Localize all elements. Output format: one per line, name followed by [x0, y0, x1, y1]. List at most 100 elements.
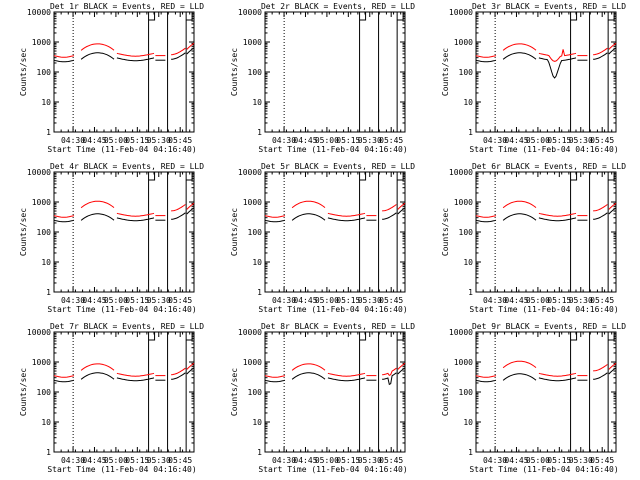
y-tick-label: 100 — [459, 68, 474, 77]
series-line-lld — [53, 375, 75, 378]
y-tick-label: 1000 — [454, 358, 473, 367]
y-tick-label: 1000 — [454, 38, 473, 47]
y-tick-label: 10000 — [449, 168, 473, 177]
panel-title: Det 8r BLACK = Events, RED = LLD — [261, 322, 415, 331]
x-tick-label: 05:45 — [590, 296, 614, 305]
plot-frame — [475, 171, 617, 293]
flag-marker — [397, 332, 404, 341]
panel-det-1: Det 1r BLACK = Events, RED = LLD 1 10 100 10… — [19, 2, 204, 154]
y-tick-label: 10000 — [27, 8, 51, 17]
flag-marker — [359, 12, 367, 21]
x-tick-label: 04:30 — [483, 456, 507, 465]
panel-title: Det 1r BLACK = Events, RED = LLD — [50, 2, 204, 11]
series-line-lld — [171, 367, 186, 376]
series-line-events — [538, 377, 577, 382]
series-line-events — [186, 207, 195, 215]
plot-frame — [475, 11, 617, 133]
y-tick-label: 1 — [46, 448, 51, 457]
series-line-lld — [475, 55, 497, 58]
series-line-events — [80, 52, 115, 60]
series-line-lld — [53, 55, 75, 58]
panel-det-8: Det 8r BLACK = Events, RED = LLD 1 10 100 10… — [230, 322, 415, 474]
y-axis-label: Counts/sec — [19, 48, 28, 96]
y-tick-label: 10000 — [449, 328, 473, 337]
series-line-lld — [593, 364, 608, 372]
x-tick-label: 05:15 — [547, 136, 571, 145]
y-axis-label: Counts/sec — [19, 208, 28, 256]
series-line-events — [397, 367, 406, 375]
x-axis-label: Start Time (11-Feb-04 04:16:40) — [469, 465, 618, 474]
series-line-events — [382, 212, 397, 220]
series-line-events — [264, 379, 286, 383]
series-line-events — [116, 57, 155, 62]
series-line-events — [593, 212, 608, 220]
y-axis-label: Counts/sec — [441, 208, 450, 256]
y-tick-label: 100 — [37, 228, 52, 237]
series-line-lld — [382, 367, 397, 377]
x-tick-label: 05:45 — [168, 456, 192, 465]
y-tick-label: 1000 — [243, 198, 262, 207]
plot-frame — [53, 11, 195, 133]
y-tick-label: 100 — [248, 68, 263, 77]
series-line-lld — [502, 43, 537, 51]
y-tick-label: 10 — [463, 98, 473, 107]
y-tick-label: 1000 — [32, 38, 51, 47]
series-line-lld — [608, 42, 617, 50]
flag-marker — [397, 12, 404, 21]
series-line-lld — [186, 362, 195, 370]
y-tick-label: 100 — [459, 388, 474, 397]
series-line-events — [608, 207, 617, 215]
y-tick-label: 10 — [41, 418, 51, 427]
y-tick-label: 10 — [41, 258, 51, 267]
x-tick-label: 04:45 — [504, 296, 528, 305]
series-line-lld — [327, 372, 366, 377]
series-line-events — [264, 219, 286, 223]
y-tick-label: 1000 — [32, 358, 51, 367]
x-tick-label: 05:45 — [379, 136, 403, 145]
series-line-lld — [80, 363, 115, 371]
y-axis-label: Counts/sec — [441, 368, 450, 416]
series-line-events — [186, 47, 195, 55]
x-tick-label: 05:30 — [147, 296, 171, 305]
x-axis-label: Start Time (11-Feb-04 04:16:40) — [47, 305, 196, 314]
x-tick-label: 05:15 — [125, 296, 149, 305]
x-tick-label: 04:30 — [483, 296, 507, 305]
series-line-events — [80, 213, 115, 221]
x-tick-label: 04:45 — [504, 456, 528, 465]
series-line-events — [475, 59, 497, 63]
series-line-events — [608, 47, 617, 55]
series-line-events — [538, 57, 577, 79]
x-axis-label: Start Time (11-Feb-04 04:16:40) — [469, 305, 618, 314]
x-axis-label: Start Time (11-Feb-04 04:16:40) — [47, 145, 196, 154]
y-tick-label: 10 — [252, 258, 262, 267]
y-tick-label: 100 — [248, 388, 263, 397]
series-line-lld — [327, 212, 366, 217]
y-tick-label: 10 — [252, 98, 262, 107]
series-line-lld — [116, 372, 155, 377]
series-line-events — [171, 52, 186, 60]
panel-title: Det 7r BLACK = Events, RED = LLD — [50, 322, 204, 331]
series-line-lld — [608, 362, 617, 370]
x-tick-label: 04:30 — [61, 456, 85, 465]
flag-marker — [186, 332, 193, 341]
x-tick-label: 04:30 — [272, 296, 296, 305]
y-tick-label: 1000 — [243, 358, 262, 367]
x-tick-label: 05:00 — [104, 456, 128, 465]
flag-marker — [608, 12, 615, 21]
x-tick-label: 05:15 — [336, 136, 360, 145]
x-tick-label: 05:30 — [358, 136, 382, 145]
x-tick-label: 05:15 — [125, 136, 149, 145]
series-line-lld — [397, 362, 406, 370]
x-tick-label: 04:45 — [293, 296, 317, 305]
x-tick-label: 04:30 — [483, 136, 507, 145]
y-tick-label: 10000 — [238, 168, 262, 177]
x-tick-label: 05:00 — [526, 136, 550, 145]
flag-marker — [148, 332, 156, 341]
series-line-events — [53, 219, 75, 223]
series-line-events — [502, 213, 537, 221]
y-tick-label: 1 — [468, 448, 473, 457]
series-line-events — [171, 372, 186, 380]
series-line-lld — [264, 375, 286, 378]
flag-marker — [608, 172, 615, 181]
panel-det-6: Det 6r BLACK = Events, RED = LLD 1 10 100 10… — [441, 162, 626, 314]
